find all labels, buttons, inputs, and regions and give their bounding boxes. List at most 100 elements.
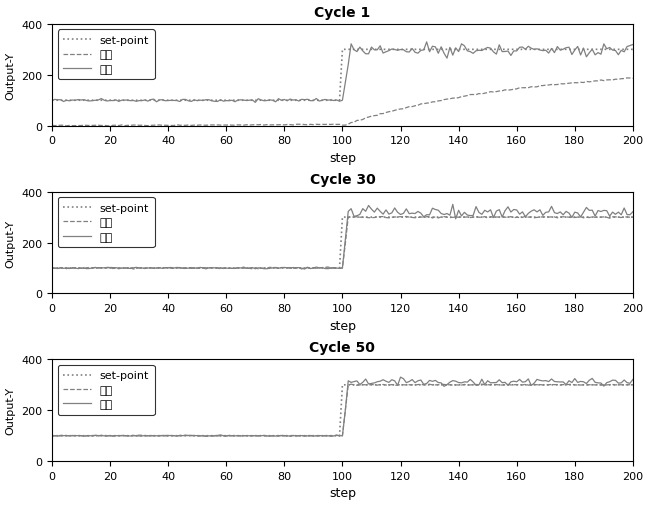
- set-point: [101, 266, 108, 272]
- 一维: [295, 122, 302, 128]
- 二维: [251, 100, 259, 106]
- 一维: [101, 432, 108, 438]
- 二维: [295, 433, 302, 439]
- set-point: [629, 215, 637, 221]
- X-axis label: step: step: [329, 319, 356, 332]
- 一维: [629, 76, 637, 82]
- Line: set-point: set-point: [52, 385, 633, 436]
- 二维: [365, 52, 373, 58]
- set-point: [339, 47, 347, 53]
- 二维: [80, 433, 88, 439]
- 一维: [365, 115, 373, 121]
- Line: 一维: 一维: [52, 217, 633, 270]
- 一维: [365, 215, 373, 221]
- Legend: set-point, 一维, 二维: set-point, 一维, 二维: [58, 365, 154, 415]
- X-axis label: step: step: [329, 152, 356, 165]
- Line: 二维: 二维: [52, 205, 633, 270]
- set-point: [48, 266, 56, 272]
- 一维: [263, 266, 271, 272]
- 一维: [583, 79, 591, 85]
- 一维: [101, 123, 108, 129]
- set-point: [583, 215, 591, 221]
- set-point: [339, 382, 347, 388]
- 一维: [585, 382, 593, 388]
- Title: Cycle 1: Cycle 1: [314, 6, 371, 20]
- set-point: [51, 433, 59, 439]
- 一维: [48, 123, 56, 129]
- set-point: [48, 98, 56, 104]
- set-point: [629, 382, 637, 388]
- Line: 二维: 二维: [52, 377, 633, 436]
- 二维: [101, 265, 108, 271]
- set-point: [583, 47, 591, 53]
- 一维: [623, 76, 631, 82]
- set-point: [365, 382, 373, 388]
- 二维: [48, 266, 56, 272]
- 二维: [629, 209, 637, 215]
- 二维: [51, 266, 59, 272]
- Line: 一维: 一维: [52, 384, 633, 436]
- 一维: [101, 265, 108, 271]
- 一维: [263, 122, 271, 128]
- 二维: [629, 377, 637, 383]
- 二维: [585, 377, 593, 383]
- set-point: [339, 215, 347, 221]
- set-point: [51, 266, 59, 272]
- set-point: [583, 382, 591, 388]
- 二维: [263, 433, 271, 439]
- 一维: [629, 215, 637, 221]
- 一维: [522, 214, 530, 220]
- 二维: [260, 266, 268, 272]
- 二维: [103, 433, 111, 439]
- set-point: [292, 433, 300, 439]
- set-point: [260, 98, 268, 104]
- 二维: [365, 203, 373, 209]
- Line: set-point: set-point: [52, 50, 633, 101]
- set-point: [101, 98, 108, 104]
- 二维: [101, 98, 108, 104]
- 二维: [51, 433, 59, 439]
- 二维: [365, 381, 373, 387]
- 一维: [51, 123, 59, 129]
- 二维: [263, 98, 271, 105]
- 一维: [48, 433, 56, 439]
- set-point: [260, 266, 268, 272]
- Y-axis label: Output-Y: Output-Y: [6, 219, 16, 267]
- 一维: [202, 433, 210, 439]
- 一维: [48, 265, 56, 271]
- 一维: [585, 215, 593, 221]
- set-point: [629, 47, 637, 53]
- 一维: [51, 433, 59, 439]
- 二维: [585, 50, 593, 57]
- 二维: [292, 265, 300, 271]
- Y-axis label: Output-Y: Output-Y: [6, 386, 16, 434]
- 二维: [295, 99, 302, 105]
- Line: 二维: 二维: [52, 43, 633, 103]
- 一维: [129, 267, 137, 273]
- Legend: set-point, 一维, 二维: set-point, 一维, 二维: [58, 30, 154, 80]
- 二维: [48, 98, 56, 104]
- 一维: [295, 433, 302, 439]
- 一维: [629, 382, 637, 388]
- X-axis label: step: step: [329, 486, 356, 499]
- 二维: [449, 202, 457, 208]
- set-point: [365, 215, 373, 221]
- Line: set-point: set-point: [52, 218, 633, 269]
- 一维: [365, 382, 373, 388]
- Title: Cycle 50: Cycle 50: [310, 340, 375, 355]
- Line: 一维: 一维: [52, 79, 633, 127]
- set-point: [101, 433, 108, 439]
- Y-axis label: Output-Y: Output-Y: [6, 52, 16, 99]
- set-point: [292, 98, 300, 104]
- 二维: [585, 208, 593, 214]
- 一维: [106, 124, 114, 130]
- set-point: [260, 433, 268, 439]
- Title: Cycle 30: Cycle 30: [310, 173, 375, 187]
- 二维: [48, 433, 56, 439]
- 一维: [295, 265, 302, 271]
- 一维: [478, 381, 485, 387]
- 二维: [629, 42, 637, 48]
- 二维: [397, 374, 404, 380]
- 二维: [422, 40, 430, 46]
- set-point: [292, 266, 300, 272]
